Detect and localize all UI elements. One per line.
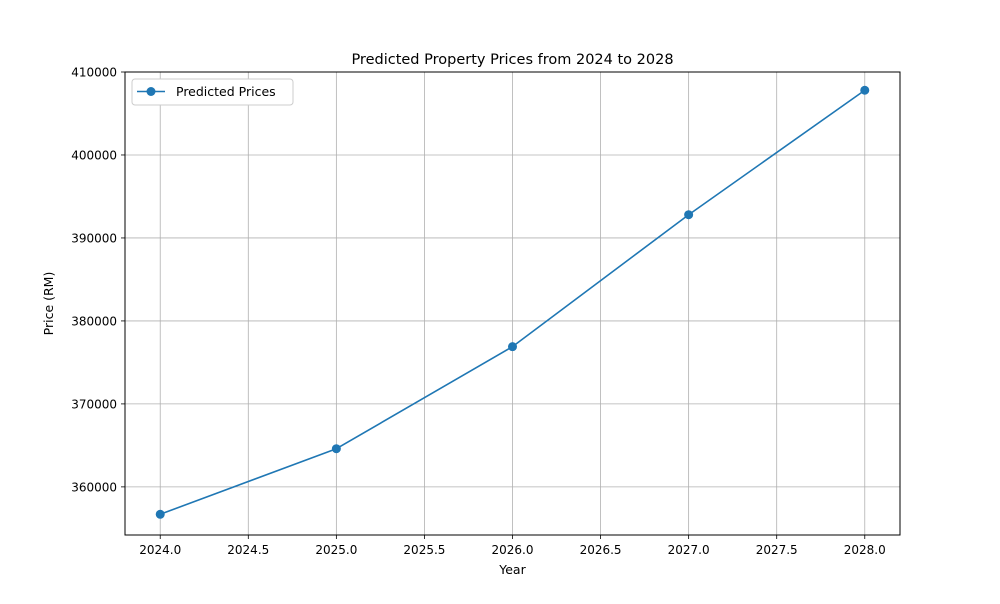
legend-label: Predicted Prices — [176, 84, 276, 99]
x-tick-label: 2026.5 — [580, 543, 622, 557]
legend: Predicted Prices — [131, 78, 294, 106]
y-tick-label: 360000 — [71, 480, 117, 494]
y-tick-label: 380000 — [71, 314, 117, 328]
data-point — [684, 210, 694, 220]
y-axis-label: Price (RM) — [41, 272, 56, 336]
y-tick-label: 400000 — [71, 148, 117, 162]
x-tick-label: 2024.0 — [139, 543, 181, 557]
series-layer — [155, 85, 870, 519]
x-tick-label: 2027.0 — [668, 543, 710, 557]
data-point — [508, 342, 517, 352]
x-tick-label: 2025.0 — [315, 543, 357, 557]
x-tick-label: 2026.0 — [492, 543, 534, 557]
data-point — [331, 444, 341, 454]
x-axis: 2024.0 2024.5 2025.0 2025.5 2026.0 2026.5 2027… — [139, 535, 886, 557]
x-tick-label: 2028.0 — [844, 543, 886, 557]
data-point — [860, 85, 870, 95]
y-tick-label: 390000 — [71, 231, 117, 245]
x-tick-label: 2027.5 — [756, 543, 798, 557]
legend-marker — [146, 87, 156, 96]
chart-title: Predicted Property Prices from 2024 to 2… — [351, 52, 673, 68]
x-tick-label: 2025.5 — [403, 543, 445, 557]
y-tick-label: 410000 — [71, 66, 117, 80]
x-tick-label: 2024.5 — [227, 543, 269, 557]
legend-box — [131, 78, 294, 106]
y-axis: 360000 370000 380000 390000 400000 410000 — [71, 66, 125, 494]
x-axis-label: Year — [498, 562, 526, 577]
data-point — [155, 509, 165, 519]
y-tick-label: 370000 — [71, 397, 117, 411]
